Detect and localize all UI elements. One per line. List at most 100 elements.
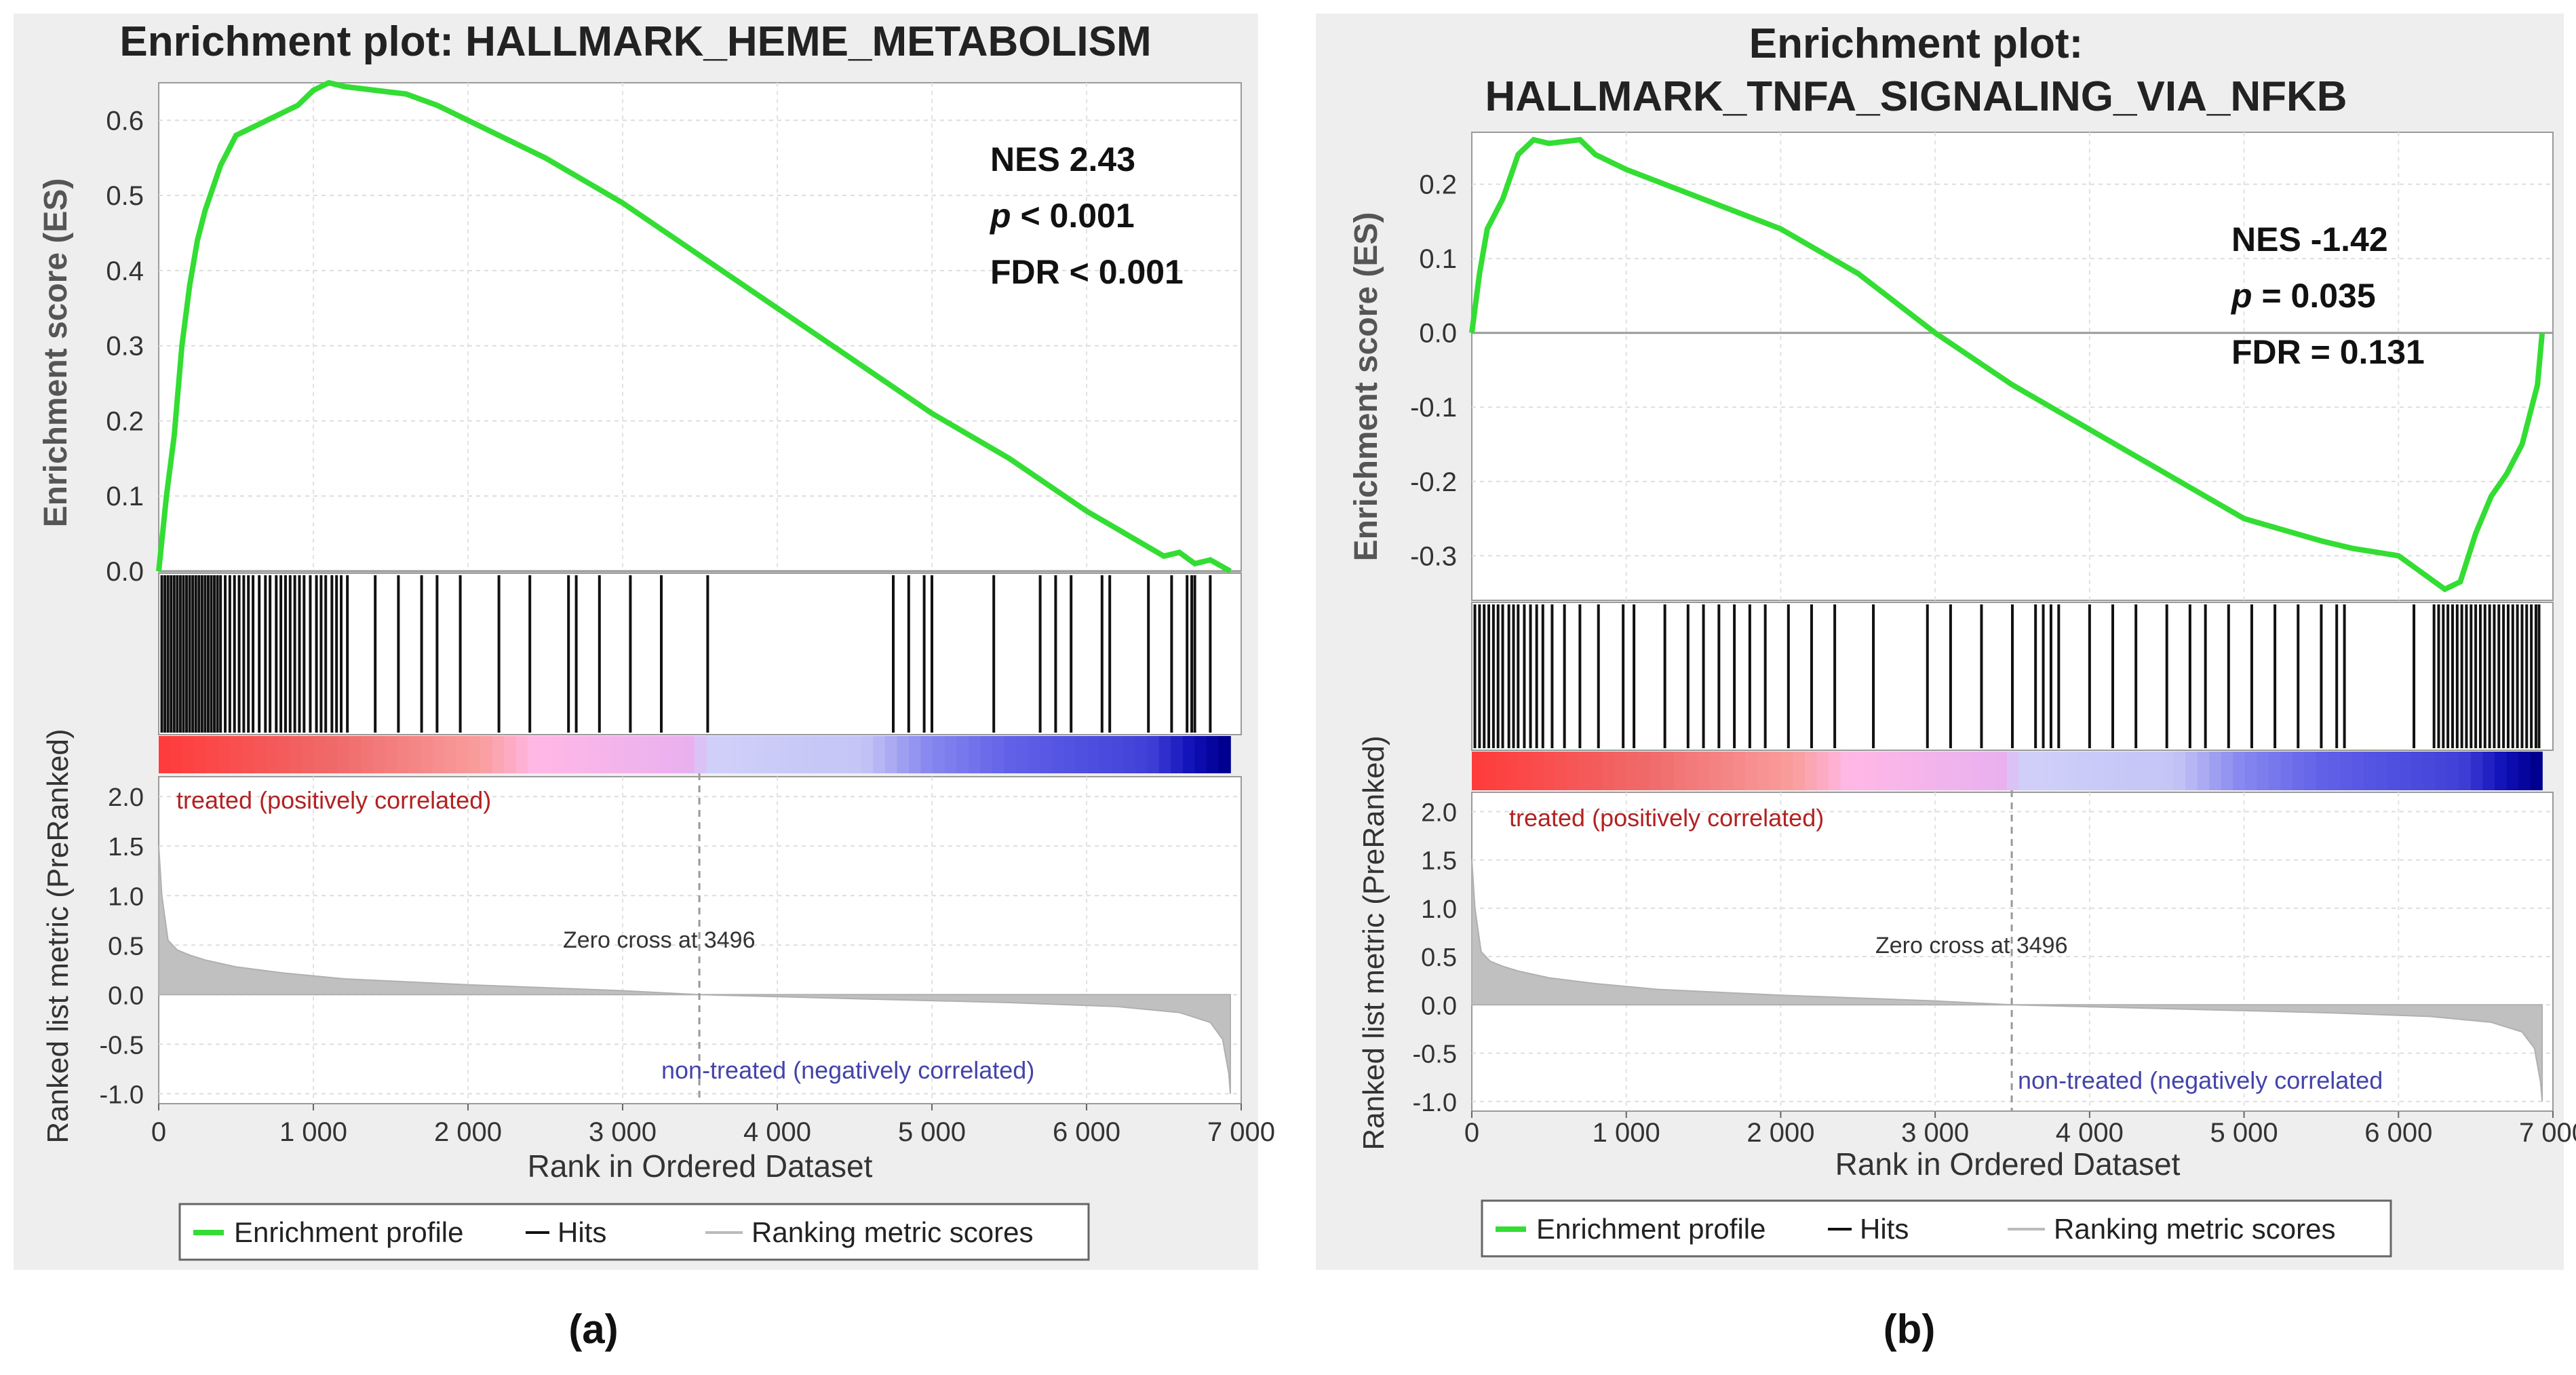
panel-a-metric-x-gridlines [313,777,1087,1104]
panel-a-legend-ranking-label: Ranking metric scores [752,1216,1033,1248]
panel-a-metric-tick-label: 1.0 [108,883,144,911]
panel-a-gradient-segment [1135,736,1148,773]
panel-a-gradient-segment [1099,736,1112,773]
panel-a-gradient-segment [802,736,815,773]
panel-a-gradient-segment [182,736,195,773]
panel-b-x-tick-label: 5 000 [2210,1118,2278,1148]
panel-b-gradient-segment [1733,752,1746,790]
panel-b-negative-label: non-treated (negatively correlated [2018,1066,2383,1094]
panel-b-gradient-segment [1804,752,1818,790]
panel-b-gradient-segment [2446,752,2460,790]
panel-b-gradient-segment [1793,752,1806,790]
panel-b-es-plot-area [1471,132,2554,601]
panel-a-gradient-segment [313,736,326,773]
panel-b-gradient-segment [2339,752,2353,790]
panel-b-metric-tick-label: 1.5 [1421,847,1457,876]
panel-a-gradient-segment [194,736,208,773]
panel-a-gradient-segment [1063,736,1076,773]
panel-b-title-line-2: HALLMARK_TNFA_SIGNALING_VIA_NFKB [1485,73,2347,120]
panel-a-gradient-segment [515,736,529,773]
panel-a-gradient-segment [1123,736,1136,773]
panel-b-gradient-segment [2257,752,2269,790]
panel-b-x-tick-label: 3 000 [1901,1118,1969,1148]
panel-b-gradient-segment [2042,752,2055,790]
panel-a-gradient-segment [695,736,707,773]
panel-b-gradient-segment [2506,752,2519,790]
panel-a-gradient-segment [277,736,290,773]
panel-a-legend-box [178,1203,1090,1261]
panel-b-gradient-segment [1507,752,1520,790]
panel-b-x-tick-label: 1 000 [1593,1118,1660,1148]
panel-b-gradient-segment [1650,752,1663,790]
panel-b-gradient-segment [1864,752,1877,790]
panel-b-gradient-segment [2137,752,2151,790]
panel-a-x-tick-label: 6 000 [1053,1117,1120,1147]
panel-a-gradient-segment [159,736,172,773]
panel-b-ranked-gradient-bar [1472,752,2543,790]
panel-b-gradient-segment [1578,752,1592,790]
panel-b-gradient-segment [2423,752,2436,790]
panel-a-gradient-segment [1194,736,1207,773]
panel-a-gradient-segment [825,736,838,773]
panel-a-gradient-segment [408,736,422,773]
panel-a-gradient-segment [1182,736,1196,773]
panel-b-es-tick-label: -0.2 [1410,467,1457,497]
panel-a-label: (a) [568,1306,618,1352]
panel-a-gradient-segment [575,736,588,773]
panel-b-gradient-segment [2482,752,2495,790]
panel-a-legend: Enrichment profile Hits Ranking metric s… [178,1203,1090,1261]
panel-a-es-tick-label: 0.3 [106,332,144,362]
panel-a-gradient-segment [754,736,767,773]
panel-b-gradient-segment [1555,752,1568,790]
panel-a-ranking-metric-area [158,846,1231,1094]
panel-a-gradient-segment [730,736,743,773]
panel-a-gradient-segment [837,736,851,773]
panel-b-p-rest: = 0.035 [2252,277,2376,315]
panel-a-gradient-segment [230,736,243,773]
panel-a-gradient-segment [480,736,493,773]
panel-a-gradient-segment [777,736,791,773]
panel-a-negative-label: non-treated (negatively correlated) [661,1056,1034,1084]
panel-a-metric-tick-label: -1.0 [100,1081,144,1109]
panel-b-gradient-segment [1816,752,1829,790]
panel-a-gradient-segment [301,736,315,773]
panel-a-es-tick-label: 0.2 [106,406,144,436]
panel-b-gradient-segment [2328,752,2341,790]
panel-a-gradient-segment [861,736,874,773]
panel-b-gradient-segment [1626,752,1639,790]
panel-a-gradient-segment [933,736,945,773]
panel-a-es-ylabel: Enrichment score (ES) [38,178,74,528]
panel-a-x-tick-label: 1 000 [279,1117,347,1147]
panel-a-gradient-segment [1040,736,1053,773]
panel-a-nes-label: NES 2.43 [990,140,1135,178]
panel-a-gradient-segment [206,736,219,773]
panel-a-gradient-segment [766,736,779,773]
panel-a-gradient-segment [897,736,910,773]
panel-a-gradient-segment [646,736,660,773]
panel-b-es-tick-label: 0.1 [1419,244,1457,274]
panel-a-es-y-ticks: 0.0 0.1 0.2 0.3 0.4 0.5 0.6 [106,106,144,587]
panel-a-es-tick-label: 0.6 [106,106,144,136]
panel-a-xlabel: Rank in Ordered Dataset [528,1148,873,1184]
panel-a-x-tick-label: 5 000 [898,1117,966,1147]
panel-a-gradient-segment [1147,736,1160,773]
panel-a-metric-ylabel: Ranked list metric (PreRanked) [41,729,75,1143]
panel-a-gradient-segment [1111,736,1124,773]
panel-b-x-ticks: 0 1 000 2 000 3 000 4 000 5 000 6 000 7 000 [1464,1111,2576,1148]
panel-b: Enrichment plot: HALLMARK_TNFA_SIGNALING… [1316,14,2576,1352]
panel-b-gradient-segment [2304,752,2317,790]
panel-b-metric-tick-label: 0.0 [1421,992,1457,1020]
panel-a-gradient-segment [563,736,577,773]
panel-b-gradient-segment [2459,752,2472,790]
panel-a-gradient-segment [884,736,898,773]
panel-a-gradient-segment [1028,736,1040,773]
panel-a-es-tick-label: 0.0 [106,557,144,587]
panel-b-gradient-segment [1519,752,1532,790]
panel-b-gradient-segment [1959,752,1972,790]
panel-a-x-tick-label: 7 000 [1207,1117,1275,1147]
panel-a-gradient-segment [909,736,922,773]
panel-a-gradient-segment [1087,736,1100,773]
panel-a-gradient-segment [218,736,231,773]
panel-a-gradient-segment [266,736,279,773]
